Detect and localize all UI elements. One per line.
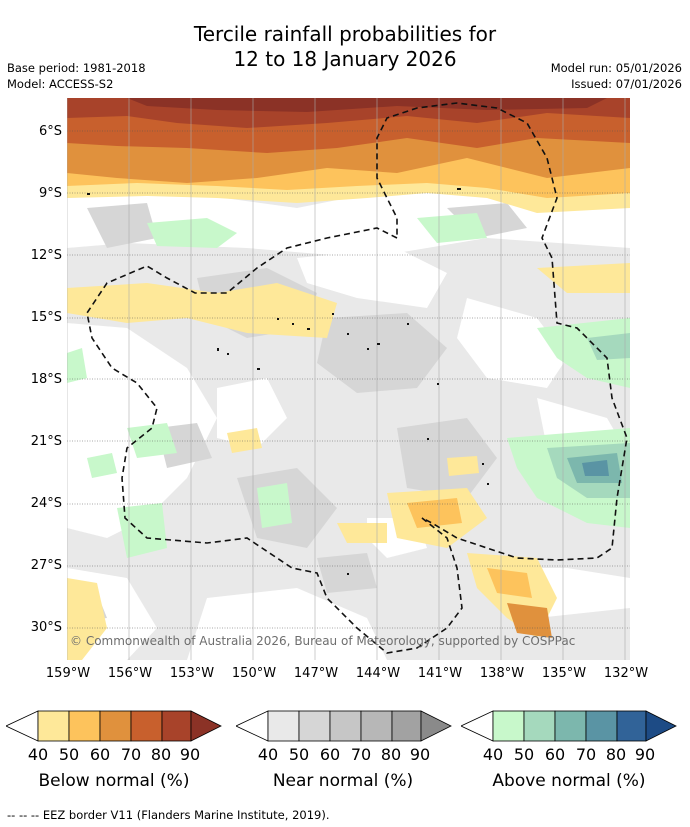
lon-label-132w: 132°W (603, 666, 649, 681)
below-swatch-3 (99, 710, 132, 742)
below-normal-title: Below normal (%) (38, 771, 190, 791)
above-tick-40: 40 (482, 745, 504, 764)
map-canvas (67, 98, 630, 660)
eez-border (86, 102, 628, 654)
above-tick-80: 80 (605, 745, 627, 764)
below-swatch-4 (130, 710, 163, 742)
model-info: Base period: 1981-2018 Model: ACCESS-S2 (7, 60, 146, 92)
lat-label-15s: 15°S (30, 310, 62, 325)
near-tick-90: 90 (409, 745, 431, 764)
lon-label-150w: 150°W (231, 666, 277, 681)
lat-label-27s: 27°S (30, 558, 62, 573)
near-tick-70: 70 (350, 745, 372, 764)
probability-map (67, 98, 630, 660)
near-swatch-4 (360, 710, 393, 742)
issued-date: Issued: 07/01/2026 (571, 77, 682, 91)
lon-label-135w: 135°W (541, 666, 587, 681)
above-swatch-2 (523, 710, 556, 742)
near-tick-50: 50 (288, 745, 310, 764)
lat-label-12s: 12°S (30, 248, 62, 263)
run-info: Model run: 05/01/2026 Issued: 07/01/2026 (551, 60, 682, 92)
meridians (67, 98, 626, 660)
lat-label-18s: 18°S (30, 372, 62, 387)
above-normal-title: Above normal (%) (492, 771, 646, 791)
above-tick-90: 90 (634, 745, 656, 764)
above-normal-areas (67, 213, 630, 558)
eez-footnote: -- -- -- EEZ border V11 (Flanders Marine… (7, 808, 330, 822)
below-tick-70: 70 (120, 745, 142, 764)
below-swatch-6 (190, 710, 222, 742)
lon-label-156w: 156°W (107, 666, 153, 681)
map-title: Tercile rainfall probabilities for 12 to… (0, 22, 690, 72)
near-tick-40: 40 (257, 745, 279, 764)
lon-label-153w: 153°W (169, 666, 215, 681)
below-tick-50: 50 (58, 745, 80, 764)
model-name: Model: ACCESS-S2 (7, 77, 114, 91)
below-tick-40: 40 (27, 745, 49, 764)
near-tick-60: 60 (319, 745, 341, 764)
near-normal-title: Near normal (%) (272, 771, 414, 791)
model-run-date: Model run: 05/01/2026 (550, 61, 682, 75)
title-line-1: Tercile rainfall probabilities for (193, 22, 497, 46)
above-swatch-3 (554, 710, 587, 742)
near-normal-colorbar (236, 710, 452, 742)
lon-label-144w: 144°W (355, 666, 401, 681)
above-swatch-1 (492, 710, 525, 742)
near-swatch-3 (329, 710, 362, 742)
near-tick-80: 80 (380, 745, 402, 764)
above-tick-60: 60 (544, 745, 566, 764)
above-swatch-4 (585, 710, 618, 742)
base-period: Base period: 1981-2018 (7, 61, 146, 75)
lat-label-30s: 30°S (30, 620, 62, 635)
near-swatch-5 (391, 710, 422, 742)
near-swatch-1 (267, 710, 300, 742)
below-tick-80: 80 (150, 745, 172, 764)
below-swatch-5 (161, 710, 192, 742)
below-tick-90: 90 (179, 745, 201, 764)
title-line-2: 12 to 18 January 2026 (233, 47, 457, 71)
below-normal-colorbar (6, 710, 222, 742)
near-swatch-2 (298, 710, 331, 742)
above-swatch-0 (461, 710, 494, 742)
copyright-notice: © Commonwealth of Australia 2026, Bureau… (70, 634, 576, 648)
below-normal-areas (67, 98, 630, 660)
lat-label-6s: 6°S (38, 124, 62, 139)
islands (87, 188, 489, 575)
lon-label-138w: 138°W (479, 666, 525, 681)
lon-label-141w: 141°W (417, 666, 463, 681)
above-tick-50: 50 (513, 745, 535, 764)
above-swatch-6 (645, 710, 677, 742)
lat-label-21s: 21°S (30, 434, 62, 449)
near-swatch-6 (420, 710, 452, 742)
lon-label-147w: 147°W (293, 666, 339, 681)
lat-label-9s: 9°S (38, 186, 62, 201)
below-swatch-1 (37, 710, 70, 742)
lon-label-159w: 159°W (45, 666, 91, 681)
below-tick-60: 60 (89, 745, 111, 764)
above-normal-colorbar (461, 710, 677, 742)
above-swatch-5 (616, 710, 647, 742)
above-tick-70: 70 (575, 745, 597, 764)
below-swatch-2 (68, 710, 101, 742)
below-swatch-0 (6, 710, 39, 742)
lat-label-24s: 24°S (30, 496, 62, 511)
near-swatch-0 (236, 710, 269, 742)
